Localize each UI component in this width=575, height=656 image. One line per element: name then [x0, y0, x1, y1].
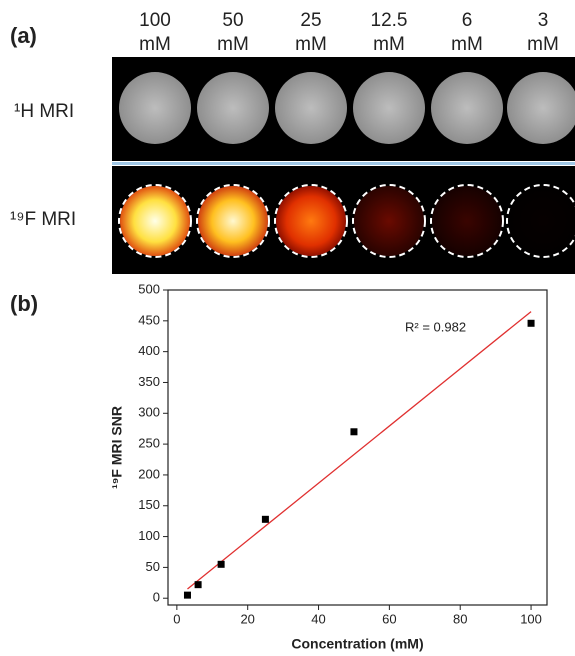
y-tick-label: 100 — [138, 528, 160, 543]
y-tick-label: 350 — [138, 374, 160, 389]
y-tick-label: 200 — [138, 466, 160, 481]
y-tick-label: 500 — [138, 281, 160, 296]
x-tick-label: 100 — [520, 611, 542, 626]
h-mri-phantom — [119, 72, 191, 144]
data-point — [350, 428, 357, 435]
concentration-unit: mM — [295, 34, 327, 55]
concentration-value: 12.5 — [371, 10, 408, 31]
concentration-unit: mM — [527, 34, 559, 55]
f-mri-phantom — [198, 186, 268, 256]
concentration-unit: mM — [373, 34, 405, 55]
panel-label: (b) — [10, 291, 38, 316]
y-tick-label: 300 — [138, 405, 160, 420]
y-tick-label: 450 — [138, 312, 160, 327]
concentration-unit: mM — [451, 34, 483, 55]
data-point — [195, 581, 202, 588]
data-point — [262, 516, 269, 523]
h-mri-phantom — [353, 72, 425, 144]
x-axis-label: Concentration (mM) — [291, 636, 423, 652]
page: (a) (b) ¹H MRI ¹⁹F MRI 100 mM 50 mM 25 mM 12.5… — [0, 0, 575, 656]
h-mri-phantom — [275, 72, 347, 144]
data-point — [528, 320, 535, 327]
fit-line — [187, 312, 531, 589]
concentration-unit: mM — [217, 34, 249, 55]
row-label: ¹⁹F MRI — [10, 209, 76, 230]
y-tick-label: 250 — [138, 436, 160, 451]
y-tick-label: 150 — [138, 497, 160, 512]
figure: (a) (b) ¹H MRI ¹⁹F MRI 100 mM 50 mM 25 mM 12.5… — [0, 0, 575, 656]
data-point — [218, 561, 225, 568]
x-tick-label: 20 — [240, 611, 254, 626]
f-mri-phantom — [276, 186, 346, 256]
concentration-unit: mM — [139, 34, 171, 55]
concentration-value: 6 — [462, 10, 473, 31]
h-mri-phantom — [431, 72, 503, 144]
y-tick-label: 0 — [153, 590, 160, 605]
y-axis-label: ¹⁹F MRI SNR — [109, 406, 125, 489]
h-mri-phantom — [197, 72, 269, 144]
data-point — [184, 592, 191, 599]
panel-label: (a) — [10, 23, 37, 48]
concentration-value: 25 — [300, 10, 321, 31]
y-tick-label: 50 — [146, 559, 160, 574]
concentration-value: 3 — [538, 10, 549, 31]
x-tick-label: 40 — [311, 611, 325, 626]
concentration-value: 50 — [222, 10, 243, 31]
x-tick-label: 80 — [453, 611, 467, 626]
concentration-value: 100 — [139, 10, 171, 31]
x-tick-label: 60 — [382, 611, 396, 626]
plot-frame — [168, 290, 547, 605]
f-mri-phantom — [354, 186, 424, 256]
f-mri-phantom — [120, 186, 190, 256]
y-tick-label: 400 — [138, 343, 160, 358]
row-label: ¹H MRI — [14, 101, 74, 122]
annotation: R² = 0.982 — [405, 319, 466, 334]
f-mri-phantom — [432, 186, 502, 256]
f-mri-phantom — [508, 186, 575, 256]
x-tick-label: 0 — [173, 611, 180, 626]
